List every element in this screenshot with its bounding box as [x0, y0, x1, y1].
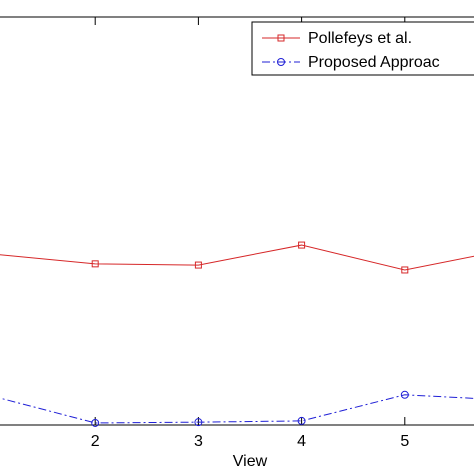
series-line [0, 394, 474, 424]
x-tick-label: 2 [91, 433, 100, 450]
marker [298, 241, 306, 249]
x-tick-label: 3 [194, 433, 203, 450]
plot-frame [0, 16, 474, 426]
legend-marker [277, 34, 285, 42]
marker [194, 418, 203, 427]
marker [400, 390, 409, 399]
marker [297, 416, 306, 425]
marker [91, 418, 100, 427]
x-tick-label: 5 [400, 433, 409, 450]
legend-box [251, 21, 474, 76]
legend-marker [277, 58, 285, 66]
legend-label: Proposed Approac [308, 54, 440, 71]
marker [91, 260, 99, 268]
series-line [0, 244, 474, 271]
x-axis-label: View [233, 453, 268, 470]
marker [194, 261, 202, 269]
x-tick-label: 4 [297, 433, 306, 450]
legend-label: Pollefeys et al. [308, 30, 412, 47]
marker [401, 266, 409, 274]
